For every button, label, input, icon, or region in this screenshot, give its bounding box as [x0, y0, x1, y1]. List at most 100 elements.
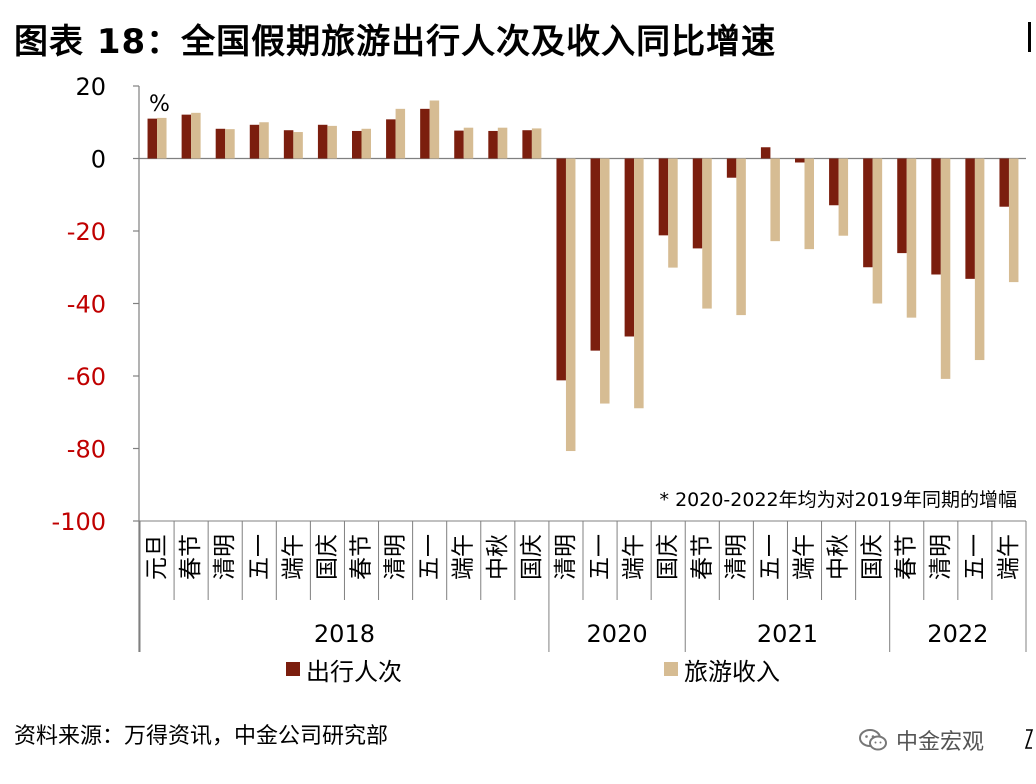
bar-series-2 — [259, 122, 269, 159]
bar-series-1 — [386, 119, 396, 159]
bar-series-2 — [872, 158, 883, 304]
bar-series-2 — [531, 128, 542, 159]
bar-series-2 — [600, 158, 610, 404]
bar-series-2 — [157, 117, 167, 159]
bar-series-2 — [497, 127, 508, 159]
bar-series-2 — [736, 158, 746, 316]
bar-series-1 — [795, 158, 805, 163]
bar-series-1 — [829, 158, 839, 206]
category-label: 清明 — [928, 534, 954, 580]
bar-series-1 — [522, 130, 532, 159]
legend-label: 旅游收入 — [684, 658, 780, 686]
category-label: 端午 — [792, 534, 818, 580]
bar-series-1 — [352, 130, 362, 159]
category-label: 清明 — [212, 534, 238, 580]
category-label: 中秋 — [485, 534, 511, 580]
category-label: 春节 — [689, 534, 715, 580]
category-label: 清明 — [723, 534, 749, 580]
bar-series-2 — [565, 158, 576, 452]
bar-series-2 — [395, 108, 406, 159]
group-label: 2022 — [927, 620, 988, 648]
bar-series-1 — [556, 158, 566, 381]
category-label: 清明 — [553, 534, 579, 580]
bar-series-2 — [906, 158, 917, 318]
category-label: 端午 — [996, 534, 1022, 580]
bar-series-1 — [999, 158, 1009, 207]
category-label: 清明 — [383, 534, 409, 580]
bar-series-1 — [454, 130, 464, 159]
group-label: 2020 — [587, 620, 648, 648]
category-label: 五一 — [246, 534, 272, 580]
bar-series-2 — [770, 158, 780, 242]
bar-series-2 — [668, 158, 678, 268]
bar-series-1 — [760, 147, 771, 159]
bar-series-1 — [283, 130, 294, 159]
bar-series-2 — [838, 158, 849, 236]
category-label: 国庆 — [314, 534, 340, 580]
year-group-labels: 2018 2020 2021 2022 — [314, 620, 988, 648]
group-label: 2021 — [757, 620, 818, 648]
bar-series-1 — [590, 158, 601, 351]
bar-series-1 — [931, 158, 941, 275]
y-tick-label: -100 — [52, 508, 106, 536]
bar-series-1 — [965, 158, 975, 279]
bar-series-2 — [940, 158, 951, 379]
y-tick-label: 20 — [75, 73, 106, 101]
y-tick-label: -20 — [67, 218, 106, 246]
watermark: 中金宏观 — [858, 724, 984, 756]
category-label: 国庆 — [519, 534, 545, 580]
y-tick-label: 0 — [91, 146, 106, 174]
category-label: 春节 — [894, 534, 920, 580]
y-tick-label: -80 — [67, 436, 106, 464]
legend-swatch-series-1 — [286, 662, 300, 676]
bar-series-1 — [317, 124, 328, 159]
group-label: 2018 — [314, 620, 375, 648]
bar-series-2 — [804, 158, 814, 250]
category-labels: 元旦 春节 清明 五一 端午 国庆 春节 清明 五一 端午 中秋 国庆 清明 五一 端午 国庆 春节 清明 五一 端午… — [144, 534, 1022, 580]
category-label: 端午 — [621, 534, 647, 580]
edge-mark — [1024, 728, 1034, 755]
bar-series-1 — [692, 158, 703, 249]
category-label: 春节 — [349, 534, 375, 580]
legend-swatch-series-2 — [664, 662, 678, 676]
y-tick-labels: 20 0 -20 -40 -60 -80 -100 — [52, 73, 139, 536]
bar-series-2 — [702, 158, 712, 309]
bar-series-1 — [181, 114, 192, 159]
bar-series-1 — [658, 158, 669, 236]
bar-series-1 — [249, 124, 260, 159]
category-label: 五一 — [757, 534, 783, 580]
bar-series-1 — [420, 108, 430, 159]
bar-series-1 — [897, 158, 907, 254]
category-label: 端午 — [451, 534, 477, 580]
chart-legend: 出行人次 旅游收入 — [286, 658, 780, 686]
category-label: 五一 — [417, 534, 443, 580]
bar-series-2 — [634, 158, 644, 409]
bar-series-2 — [463, 127, 474, 159]
title-edge-bar — [1028, 22, 1031, 52]
category-label: 五一 — [962, 534, 988, 580]
wechat-icon — [859, 729, 887, 751]
category-label: 元旦 — [144, 534, 170, 580]
bar-series-1 — [488, 130, 498, 159]
y-unit-label: % — [149, 92, 170, 117]
watermark-text: 中金宏观 — [896, 730, 985, 755]
bar-series-1 — [147, 118, 158, 159]
category-label: 中秋 — [826, 534, 852, 580]
bar-series-2 — [974, 158, 985, 361]
bar-chart: 200-20-40-60-80-100 元旦 春节 清明 五一 端午 国庆 春节 清明 五一 端午… — [52, 73, 1027, 686]
category-label: 五一 — [587, 534, 613, 580]
source-note: 资料来源：万得资讯，中金公司研究部 — [14, 724, 389, 749]
chart-bars — [147, 100, 1019, 452]
bar-series-2 — [293, 132, 303, 159]
bar-series-1 — [215, 128, 226, 159]
chart-note: * 2020-2022年均为对2019年同期的增幅 — [660, 489, 1017, 511]
category-label: 春节 — [178, 534, 204, 580]
bar-series-2 — [361, 128, 371, 159]
legend-label: 出行人次 — [306, 658, 402, 686]
category-label: 国庆 — [860, 534, 886, 580]
bar-series-2 — [429, 100, 440, 159]
bar-series-2 — [225, 129, 235, 159]
bar-series-1 — [726, 158, 737, 178]
y-tick-label: -60 — [67, 363, 106, 391]
bar-series-1 — [624, 158, 635, 337]
